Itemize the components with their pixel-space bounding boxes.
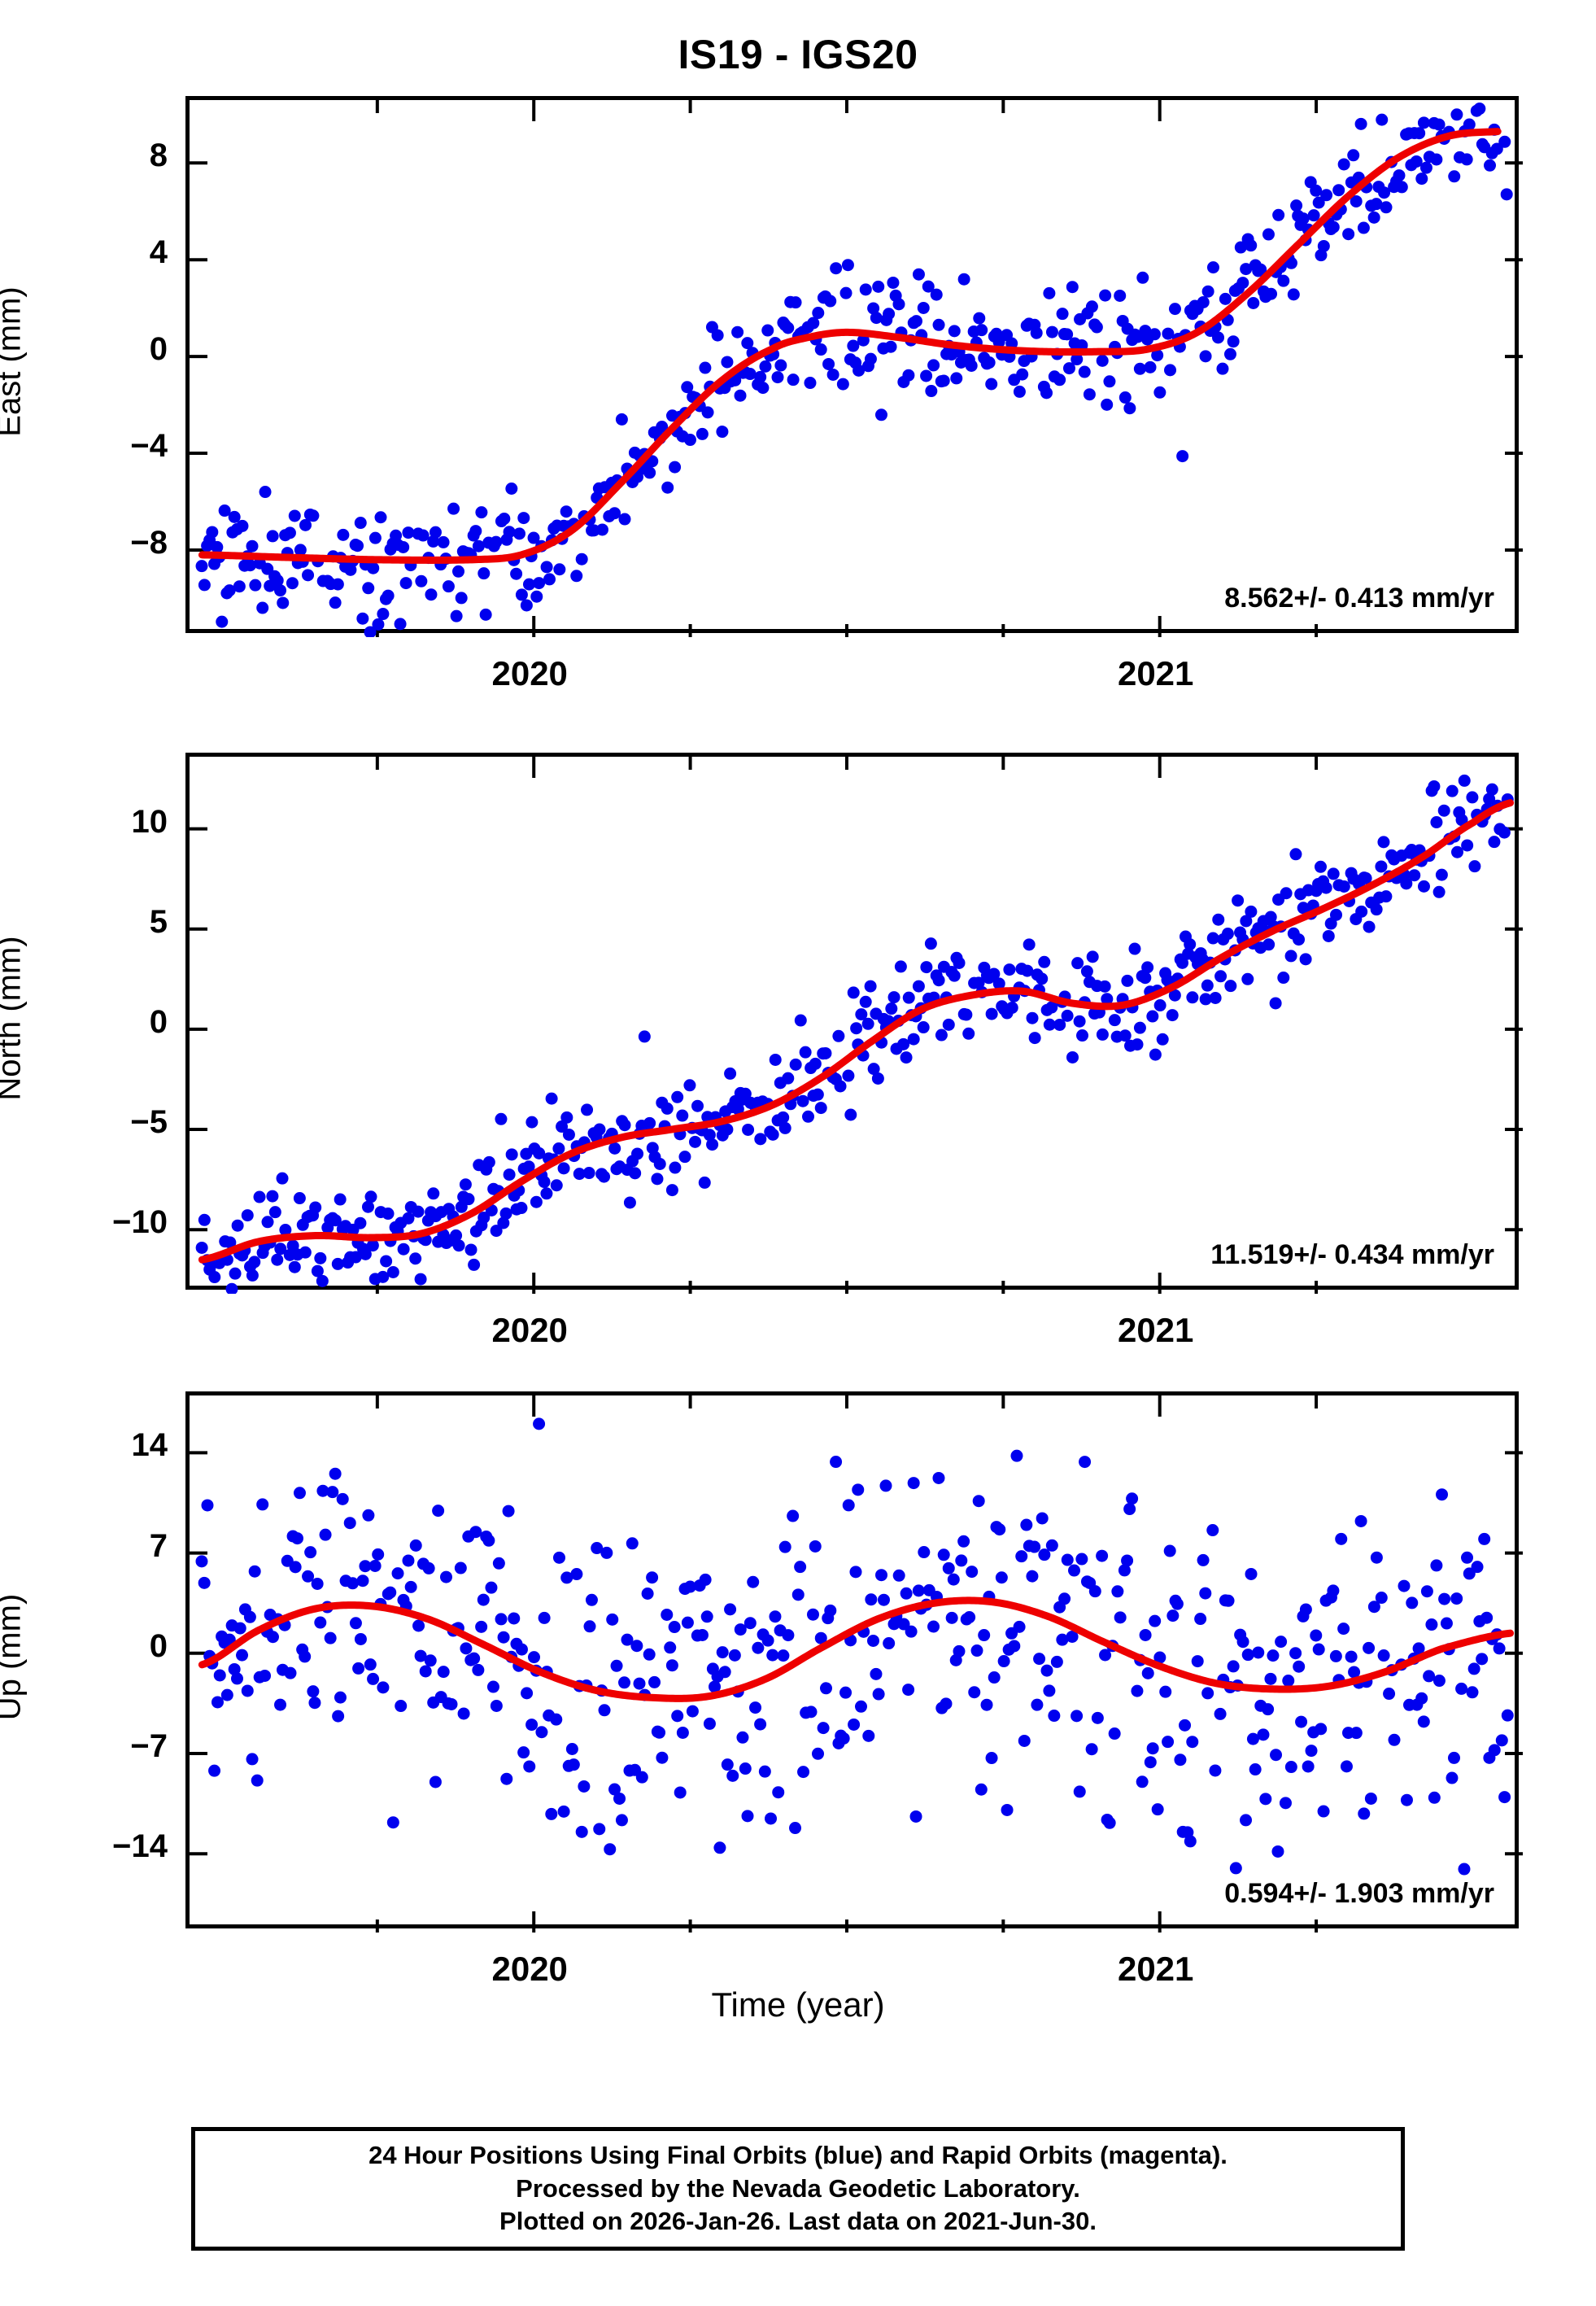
panel-north-rate-annotation: 11.519+/- 0.434 mm/yr	[1210, 1239, 1494, 1270]
panel-up-ytick-0: 14	[131, 1427, 168, 1464]
footer-caption-box: 24 Hour Positions Using Final Orbits (bl…	[191, 2127, 1405, 2251]
footer-line-2: Processed by the Nevada Geodetic Laborat…	[516, 2173, 1080, 2203]
panel-east-ytick-0: 8	[149, 138, 168, 174]
panel-east-ylabel: East (mm)	[0, 286, 28, 437]
panel-up-plot-frame[interactable]	[185, 1391, 1523, 1933]
panel-north-ytick-1: 5	[149, 903, 168, 940]
panel-east-ytick-2: 0	[149, 331, 168, 368]
panel-north-ylabel: North (mm)	[0, 936, 28, 1101]
panel-up-xtick-1: 2021	[1117, 1950, 1194, 1988]
panel-north-ytick-3: −5	[130, 1104, 168, 1141]
panel-east-plot-frame[interactable]	[185, 96, 1523, 637]
footer-line-3: Plotted on 2026-Jan-26. Last data on 202…	[499, 2207, 1097, 2236]
panel-east-xtick-1: 2021	[1117, 654, 1194, 692]
panel-east-rate-annotation: 8.562+/- 0.413 mm/yr	[1224, 583, 1494, 614]
footer-line-1: 24 Hour Positions Using Final Orbits (bl…	[368, 2140, 1228, 2169]
panel-north-xtick-0: 2020	[491, 1311, 568, 1349]
panel-up-ytick-1: 7	[149, 1527, 168, 1564]
panel-up-xtick-0: 2020	[491, 1950, 568, 1988]
panel-up-rate-annotation: 0.594+/- 1.903 mm/yr	[1224, 1878, 1494, 1909]
panel-up-ytick-3: −7	[130, 1728, 168, 1764]
panel-east-ytick-1: 4	[149, 234, 168, 271]
panel-north-ytick-4: −10	[112, 1204, 168, 1241]
xaxis-title: Time (year)	[711, 1985, 885, 2024]
panel-up-ytick-4: −14	[112, 1828, 168, 1865]
panel-east-plot-svg	[190, 100, 1523, 637]
panel-up-ytick-2: 0	[149, 1627, 168, 1664]
panel-north-plot-frame[interactable]	[185, 753, 1523, 1294]
panel-east-ytick-3: −4	[130, 428, 168, 465]
panel-up-ylabel: Up (mm)	[0, 1593, 28, 1721]
panel-east-ytick-4: −8	[130, 524, 168, 561]
panel-east-xtick-0: 2020	[491, 654, 568, 692]
panel-north-plot-svg	[190, 757, 1523, 1294]
panel-north-ytick-0: 10	[131, 803, 168, 840]
panel-north-ytick-2: 0	[149, 1003, 168, 1040]
panel-up-plot-svg	[190, 1395, 1523, 1933]
page-title: IS19 - IGS20	[678, 32, 918, 77]
panel-north-xtick-1: 2021	[1117, 1311, 1194, 1349]
